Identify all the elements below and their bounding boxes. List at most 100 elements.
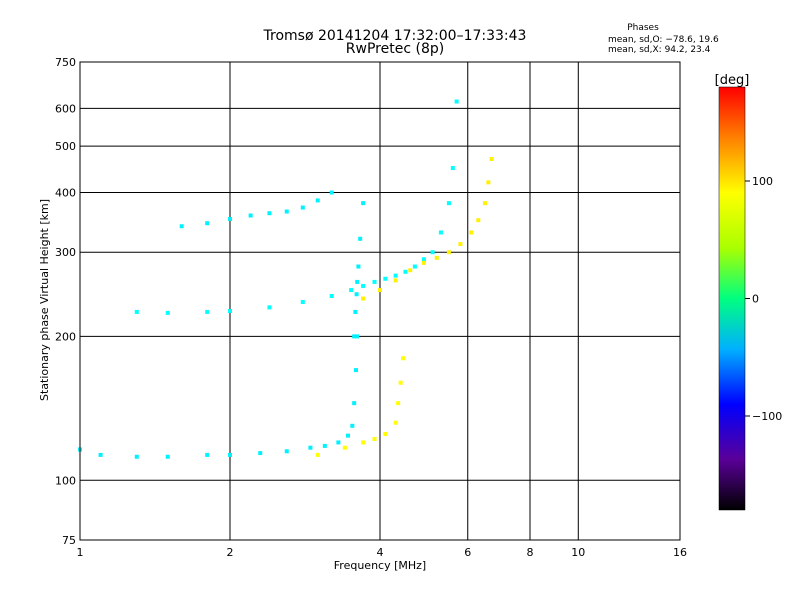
data-point: [345, 433, 350, 438]
data-point: [486, 180, 491, 185]
y-tick-label: 200: [55, 330, 76, 343]
data-point: [403, 269, 408, 274]
data-point: [352, 334, 357, 339]
data-point: [454, 99, 459, 104]
data-point: [355, 334, 360, 339]
data-point: [228, 309, 232, 314]
data-point: [258, 451, 263, 456]
colorbar-tick-label: −100: [752, 410, 782, 423]
data-point: [248, 213, 253, 218]
colorbar-ticks: 100 0 −100: [745, 175, 782, 423]
data-point: [383, 431, 388, 436]
phases-legend-x: mean, sd,X: 94.2, 23.4: [608, 45, 711, 55]
data-point: [329, 190, 334, 195]
data-point: [412, 264, 417, 269]
data-point: [361, 201, 366, 206]
data-point: [372, 279, 377, 284]
data-point: [358, 236, 363, 241]
data-point: [458, 242, 463, 247]
data-point: [349, 288, 354, 293]
data-point: [228, 452, 232, 457]
data-point: [361, 296, 366, 301]
x-tick-label: 10: [571, 546, 585, 559]
data-point: [438, 230, 443, 235]
data-point: [434, 255, 439, 260]
data-point: [165, 454, 170, 459]
data-point: [165, 310, 170, 315]
y-tick-label: 100: [55, 474, 76, 487]
data-point: [205, 309, 210, 314]
data-point: [98, 452, 103, 457]
data-point: [383, 276, 388, 281]
colorbar-tick-label: 100: [752, 175, 773, 188]
data-point: [361, 440, 366, 445]
y-tick-label: 400: [55, 186, 76, 199]
data-point: [378, 288, 382, 293]
data-point: [489, 157, 494, 162]
phases-legend-o: mean, sd,O: −78.6, 19.6: [608, 35, 719, 45]
data-point: [134, 309, 139, 314]
data-point: [356, 264, 361, 269]
data-point: [352, 401, 357, 406]
data-points: [78, 99, 494, 459]
data-point: [284, 209, 289, 214]
plot-frame: [79, 61, 681, 541]
colorbar-label: [deg]: [715, 73, 750, 88]
data-point: [300, 205, 305, 210]
data-point: [398, 380, 403, 385]
y-tick-label: 600: [55, 102, 76, 115]
y-tick-label: 75: [62, 534, 76, 547]
x-tick-labels: 1 2 4 6 8 10 16: [77, 546, 688, 559]
data-point: [361, 283, 366, 288]
data-point: [396, 401, 401, 406]
data-point: [393, 420, 398, 425]
data-point: [134, 454, 139, 459]
x-tick-label: 16: [673, 546, 687, 559]
data-point: [353, 368, 358, 373]
chart-title: Tromsø 20141204 17:32:00–17:33:43: [263, 28, 527, 44]
chart-subtitle: RwPretec (8p): [346, 41, 444, 57]
data-point: [469, 230, 474, 235]
x-tick-label: 4: [377, 546, 384, 559]
y-tick-label: 300: [55, 246, 76, 259]
data-point: [300, 300, 305, 305]
data-point: [476, 218, 481, 223]
data-point: [450, 166, 455, 171]
data-point: [315, 452, 320, 457]
x-tick-label: 1: [77, 546, 84, 559]
y-axis-label: Stationary phase Virtual Height [km]: [38, 199, 51, 401]
data-point: [315, 198, 320, 203]
x-tick-label: 2: [227, 546, 234, 559]
data-point: [446, 250, 451, 255]
y-tick-label: 500: [55, 140, 76, 153]
x-tick-label: 6: [464, 546, 471, 559]
phases-legend-title: Phases: [627, 23, 659, 33]
data-point: [322, 443, 327, 448]
data-point: [329, 293, 334, 298]
data-point: [284, 449, 289, 454]
data-point: [179, 224, 184, 229]
data-point: [408, 268, 413, 273]
data-point: [308, 445, 313, 450]
data-point: [430, 250, 435, 255]
y-tick-label: 750: [55, 56, 76, 69]
data-point: [372, 436, 377, 441]
x-axis-label: Frequency [MHz]: [334, 559, 426, 572]
data-point: [342, 445, 347, 450]
colorbar-tick-label: 0: [752, 293, 759, 306]
data-point: [446, 201, 451, 206]
data-point: [353, 309, 358, 314]
data-point: [267, 305, 272, 310]
data-point: [483, 201, 488, 206]
data-point: [205, 452, 210, 457]
data-point: [205, 221, 210, 226]
y-tick-labels: 75 100 200 300 400 500 600 750: [55, 56, 76, 547]
grid-lines: [80, 62, 680, 540]
data-point: [393, 273, 398, 278]
data-point: [393, 278, 398, 283]
data-point: [336, 440, 341, 445]
x-tick-label: 8: [527, 546, 534, 559]
data-point: [421, 260, 426, 265]
data-point: [350, 423, 355, 428]
